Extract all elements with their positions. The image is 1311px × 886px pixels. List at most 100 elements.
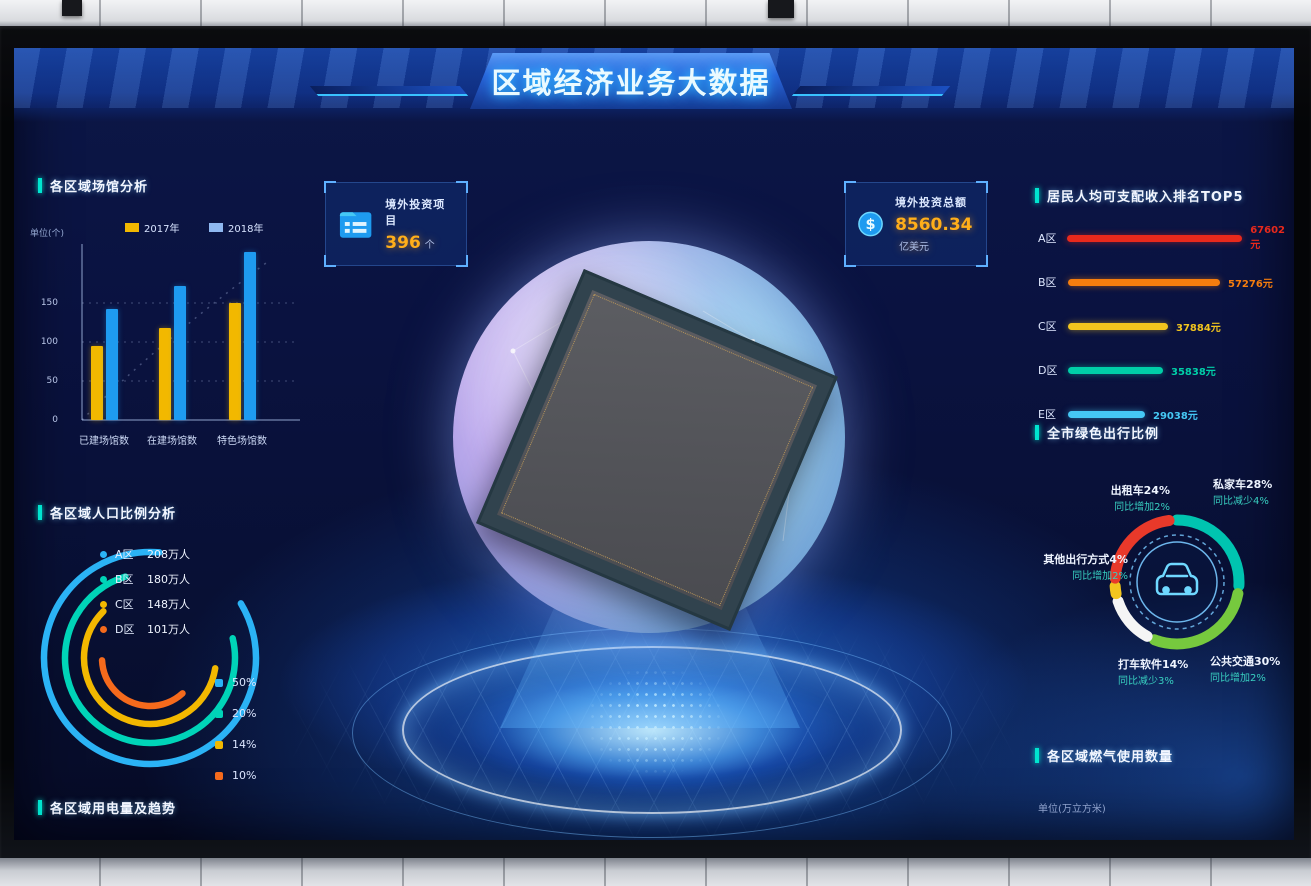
region-name: C区	[115, 598, 134, 611]
card-value: 396 个	[385, 232, 435, 253]
pop-arc-D区[interactable]	[82, 590, 218, 726]
bar-2017年-在建场馆数[interactable]	[159, 327, 171, 420]
region-population: 148万人	[147, 598, 190, 611]
corner-bracket	[456, 255, 468, 267]
region-name: D区	[1038, 364, 1058, 377]
card-label: 境外投资项目	[385, 197, 446, 227]
population-row-D区: D区 101万人	[100, 621, 190, 637]
income-value: 67602元	[1250, 225, 1286, 251]
bar-2018年-已建场馆数[interactable]	[106, 309, 118, 420]
region-name: B区	[1038, 276, 1057, 289]
population-arc-chart[interactable]	[22, 516, 282, 786]
legend-swatch	[125, 223, 139, 232]
section-title-income: 居民人均可支配收入排名TOP5	[1035, 186, 1244, 205]
y-tick: 150	[40, 298, 58, 308]
row-dot	[100, 600, 107, 608]
income-value: 57276元	[1228, 278, 1273, 290]
pop-arc-A区[interactable]	[22, 516, 282, 786]
income-row-E区[interactable]: E区 29038元	[1038, 404, 1198, 424]
banner-wing-left	[309, 86, 469, 96]
y-tick: 0	[52, 415, 58, 425]
legend-2018[interactable]: 2018年	[209, 220, 263, 235]
legend-2017[interactable]: 2017年	[125, 220, 179, 235]
svg-text:$: $	[865, 217, 875, 233]
region-name: A区	[1038, 232, 1057, 245]
population-legend-item: 50%	[215, 676, 256, 689]
y-tick: 50	[46, 376, 58, 386]
travel-seg-公共交通[interactable]	[1104, 509, 1249, 654]
card-value: 8560.34亿美元	[895, 214, 973, 253]
income-value: 29038元	[1153, 410, 1198, 422]
income-row-B区[interactable]: B区 57276元	[1038, 272, 1273, 292]
income-row-C区[interactable]: C区 37884元	[1038, 316, 1221, 336]
income-row-D区[interactable]: D区 35838元	[1038, 360, 1216, 380]
income-bar	[1068, 366, 1163, 374]
pop-arc-C区[interactable]	[74, 582, 225, 733]
corner-bracket	[324, 255, 336, 267]
card-label: 境外投资总额	[895, 195, 968, 209]
section-title-travel: 全市绿色出行比例	[1035, 423, 1159, 442]
legend-dot	[215, 740, 223, 749]
corner-bracket	[976, 255, 988, 267]
region-name: B区	[115, 573, 134, 586]
pop-arc-B区[interactable]	[48, 556, 253, 761]
region-population: 101万人	[147, 623, 190, 636]
population-legend-item: 20%	[215, 707, 256, 720]
x-category-label: 特色场馆数	[217, 436, 267, 447]
accent-bar	[1035, 188, 1039, 203]
income-bar	[1067, 234, 1243, 242]
y-tick: 100	[40, 337, 58, 347]
legend-pct: 50%	[232, 676, 257, 689]
accent-bar	[38, 505, 42, 520]
region-name: C区	[1038, 320, 1057, 333]
section-title-power: 各区域用电量及趋势	[38, 798, 176, 817]
section-title-population: 各区域人口比例分析	[38, 503, 176, 522]
corner-bracket	[844, 181, 856, 193]
venue-bar-chart[interactable]: 0 50 100 150	[41, 240, 310, 426]
income-value: 35838元	[1171, 366, 1216, 378]
section-title-venues: 各区域场馆分析	[38, 176, 148, 195]
corner-bracket	[324, 181, 336, 193]
travel-ring-chart[interactable]	[1089, 494, 1265, 670]
accent-bar	[38, 800, 42, 815]
data-dots	[570, 656, 740, 786]
bar-2017年-特色场馆数[interactable]	[229, 303, 241, 420]
travel-seg-出租车[interactable]	[1109, 514, 1245, 650]
page-title: 区域经济业务大数据	[491, 66, 771, 100]
travel-seg-其他出行方式[interactable]	[1104, 509, 1249, 654]
travel-seg-打车软件[interactable]	[1093, 498, 1261, 666]
inner-dashed-circle	[1129, 534, 1225, 630]
legend-dot	[215, 678, 223, 687]
row-dot	[100, 550, 107, 558]
wall-tiles-top	[0, 0, 1311, 26]
income-bar	[1068, 322, 1168, 330]
population-legend-item: 10%	[215, 769, 256, 782]
income-bar	[1068, 278, 1220, 286]
x-category-label: 已建场馆数	[79, 436, 129, 447]
travel-label-other: 其他出行方式4% 同比增加2%	[1043, 553, 1128, 582]
travel-seg-私家车[interactable]	[1109, 514, 1245, 650]
population-legend-item: 14%	[215, 738, 256, 751]
travel-label-public-transit: 公共交通30% 同比增加2%	[1210, 655, 1281, 684]
car-icon	[1155, 562, 1199, 596]
income-row-A区[interactable]: A区 67602元	[1038, 225, 1294, 251]
income-bar	[1068, 410, 1145, 418]
region-population: 180万人	[147, 573, 190, 586]
dashboard-screen: 区域经济业务大数据 境外投资项目 396 个 $ 境外投资总额 8560.34亿美…	[14, 48, 1294, 840]
gas-unit-label: 单位(万立方米)	[1038, 804, 1106, 815]
venue-unit-label: 单位(个)	[30, 229, 65, 239]
banner-wing-right	[791, 86, 951, 96]
region-name: E区	[1038, 408, 1056, 421]
stat-card-amount[interactable]: $ 境外投资总额 8560.34亿美元	[844, 181, 988, 267]
bar-2018年-特色场馆数[interactable]	[244, 252, 256, 420]
bar-2018年-在建场馆数[interactable]	[174, 285, 186, 420]
row-dot	[100, 625, 107, 633]
travel-label-ride-app: 打车软件14% 同比减少3%	[1118, 658, 1189, 687]
region-name: A区	[115, 548, 134, 561]
legend-pct: 10%	[232, 769, 257, 782]
section-title-gas: 各区域燃气使用数量	[1035, 746, 1173, 765]
accent-bar	[38, 178, 42, 193]
bar-2017年-已建场馆数[interactable]	[91, 345, 103, 420]
corner-bracket	[456, 181, 468, 193]
stat-card-projects[interactable]: 境外投资项目 396 个	[324, 181, 468, 267]
